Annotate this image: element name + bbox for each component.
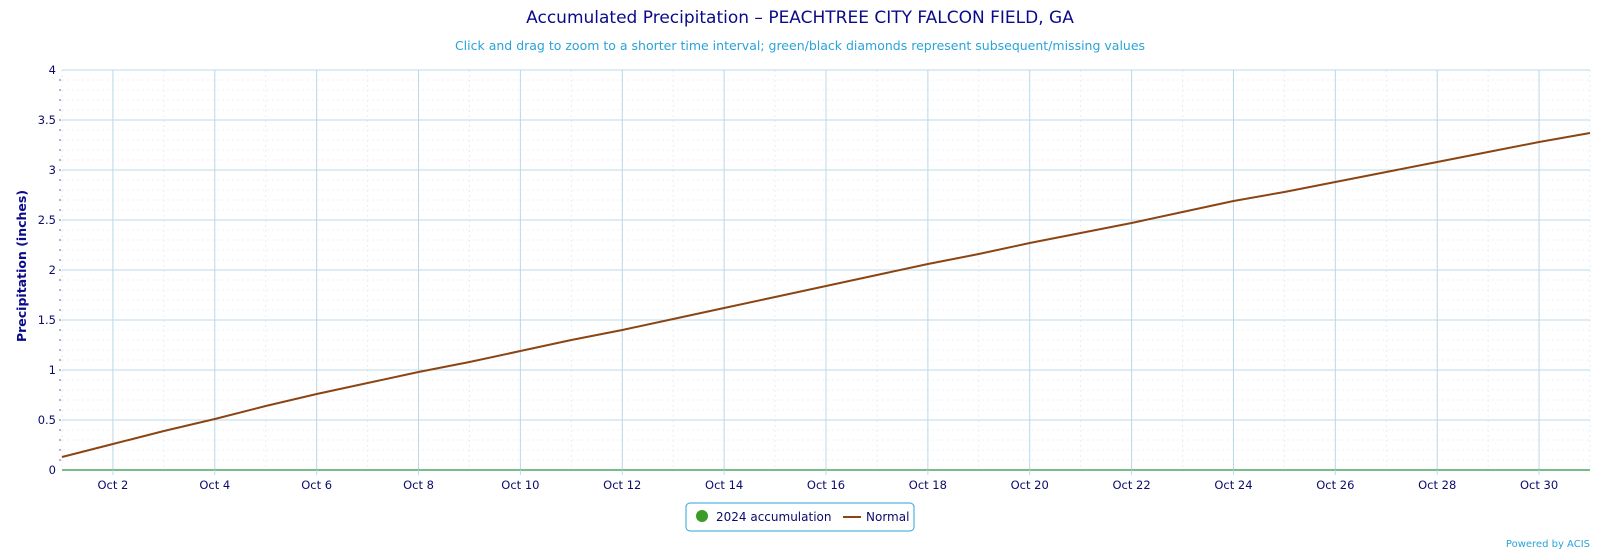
x-tick-label: Oct 28 xyxy=(1418,478,1456,492)
y-tick-label: 1.5 xyxy=(38,313,56,327)
data-point-normal[interactable] xyxy=(1538,141,1540,143)
data-point-normal[interactable] xyxy=(61,456,63,458)
chart-title: Accumulated Precipitation – PEACHTREE CI… xyxy=(526,8,1074,28)
data-point-normal[interactable] xyxy=(774,296,776,298)
legend-label-normal: Normal xyxy=(866,510,909,524)
data-point-normal[interactable] xyxy=(1385,171,1387,173)
y-tick-label: 0 xyxy=(49,463,56,477)
y-tick-label: 2 xyxy=(49,263,56,277)
x-tick-label: Oct 12 xyxy=(603,478,641,492)
y-axis-label: Precipitation (inches) xyxy=(14,190,29,342)
x-tick-label: Oct 6 xyxy=(301,478,332,492)
data-point-normal[interactable] xyxy=(825,285,827,287)
data-point-normal[interactable] xyxy=(927,263,929,265)
x-tick-label: Oct 16 xyxy=(807,478,845,492)
x-tick-label: Oct 14 xyxy=(705,478,743,492)
y-minor-ticks xyxy=(59,79,61,461)
x-tick-label: Oct 24 xyxy=(1214,478,1252,492)
data-point-normal[interactable] xyxy=(621,329,623,331)
y-tick-label: 3.5 xyxy=(38,113,56,127)
data-point-normal[interactable] xyxy=(519,350,521,352)
legend-item-normal[interactable]: Normal xyxy=(843,510,909,524)
data-point-normal[interactable] xyxy=(1589,132,1591,134)
plot-area[interactable] xyxy=(59,69,1591,471)
x-tick-label: Oct 18 xyxy=(909,478,947,492)
y-tick-label: 4 xyxy=(49,63,56,77)
data-point-normal[interactable] xyxy=(978,253,980,255)
x-tick-label: Oct 20 xyxy=(1011,478,1049,492)
data-point-normal[interactable] xyxy=(1283,191,1285,193)
credit-link[interactable]: Powered by ACIS xyxy=(1506,539,1590,550)
legend: 2024 accumulation Normal xyxy=(685,502,915,532)
data-point-normal[interactable] xyxy=(214,418,216,420)
data-point-normal[interactable] xyxy=(1233,200,1235,202)
data-point-normal[interactable] xyxy=(876,274,878,276)
legend-label-2024-accumulation: 2024 accumulation xyxy=(716,510,831,524)
y-axis: 0 0.5 1 1.5 2 2.5 3 3.5 4 xyxy=(38,63,56,477)
data-point-normal[interactable] xyxy=(1182,211,1184,213)
data-point-normal[interactable] xyxy=(1487,151,1489,153)
data-point-normal[interactable] xyxy=(672,318,674,320)
data-point-normal[interactable] xyxy=(418,371,420,373)
data-point-normal[interactable] xyxy=(163,430,165,432)
y-tick-label: 0.5 xyxy=(38,413,56,427)
y-tick-label: 2.5 xyxy=(38,213,56,227)
data-point-normal[interactable] xyxy=(265,405,267,407)
major-gridlines xyxy=(62,69,1590,471)
legend-marker-circle-icon xyxy=(696,510,708,522)
chart-subtitle: Click and drag to zoom to a shorter time… xyxy=(455,38,1145,53)
series-line-normal[interactable] xyxy=(61,132,1591,458)
x-tick-label: Oct 26 xyxy=(1316,478,1354,492)
legend-box xyxy=(685,502,915,532)
data-point-normal[interactable] xyxy=(112,443,114,445)
data-point-normal[interactable] xyxy=(316,393,318,395)
x-tick-label: Oct 22 xyxy=(1113,478,1151,492)
x-tick-label: Oct 2 xyxy=(98,478,129,492)
data-point-normal[interactable] xyxy=(1029,242,1031,244)
data-point-normal[interactable] xyxy=(570,339,572,341)
data-point-normal[interactable] xyxy=(1131,222,1133,224)
x-axis: Oct 2 Oct 4 Oct 6 Oct 8 Oct 10 Oct 12 Oct 14 Oc… xyxy=(62,469,1590,492)
x-tick-label: Oct 30 xyxy=(1520,478,1558,492)
data-point-normal[interactable] xyxy=(367,382,369,384)
x-tick-label: Oct 8 xyxy=(403,478,434,492)
data-point-normal[interactable] xyxy=(1436,161,1438,163)
data-point-normal[interactable] xyxy=(723,307,725,309)
x-tick-label: Oct 4 xyxy=(199,478,230,492)
x-tick-label: Oct 10 xyxy=(501,478,539,492)
data-point-normal[interactable] xyxy=(1080,232,1082,234)
legend-item-2024-accumulation[interactable]: 2024 accumulation xyxy=(696,510,831,524)
data-point-normal[interactable] xyxy=(1334,181,1336,183)
y-tick-label: 1 xyxy=(49,363,56,377)
y-tick-label: 3 xyxy=(49,163,56,177)
data-point-normal[interactable] xyxy=(469,361,471,363)
